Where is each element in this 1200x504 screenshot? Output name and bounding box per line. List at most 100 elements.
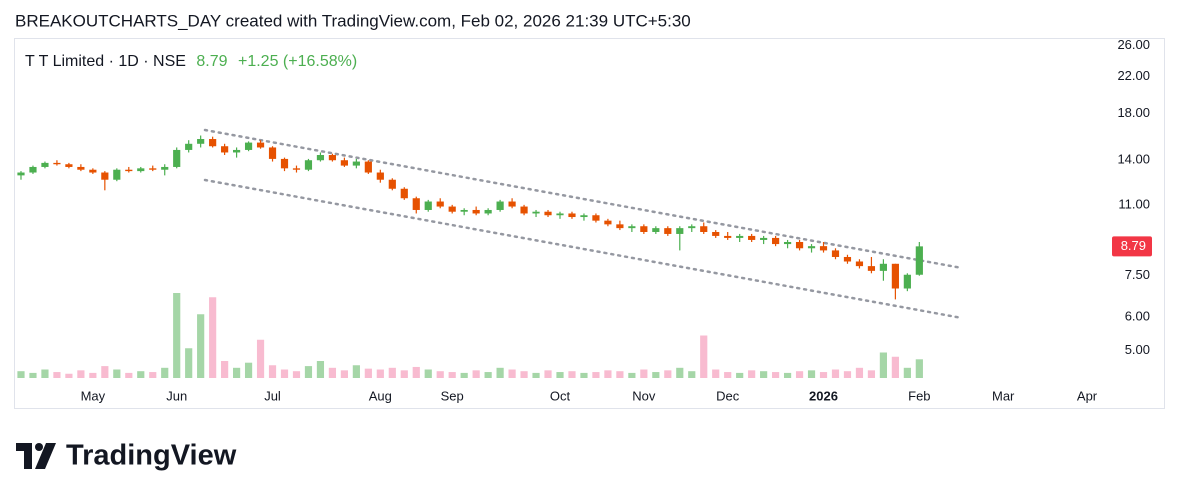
candle-body bbox=[400, 188, 408, 199]
candle-body bbox=[688, 226, 696, 229]
candle-body bbox=[496, 201, 504, 210]
candle-body bbox=[125, 169, 133, 172]
volume-bar bbox=[233, 367, 241, 378]
legend: T T Limited · 1D · NSE 8.79 +1.25 (+16.5… bbox=[25, 53, 357, 70]
y-tick-label: 18.00 bbox=[1117, 105, 1150, 120]
candle-body bbox=[280, 158, 289, 169]
volume-bar bbox=[783, 372, 792, 378]
candle-body bbox=[65, 164, 73, 167]
volume-bar bbox=[400, 370, 408, 378]
candle-body bbox=[915, 246, 923, 275]
volume-bar bbox=[855, 367, 864, 378]
candle-body bbox=[520, 206, 528, 214]
candle-body bbox=[89, 169, 97, 173]
volume-bar bbox=[712, 369, 720, 378]
brand-name: TradingView bbox=[66, 440, 237, 472]
volume-bar bbox=[221, 361, 229, 378]
volume-bar bbox=[304, 366, 313, 378]
candle-body bbox=[424, 201, 432, 210]
volume-bar bbox=[388, 367, 396, 378]
candle-body bbox=[903, 274, 911, 289]
candle-body bbox=[772, 237, 780, 245]
candle-body bbox=[304, 160, 313, 170]
candle-body bbox=[376, 172, 384, 180]
candle-body bbox=[831, 250, 840, 257]
volume-bar bbox=[101, 366, 109, 378]
candle-body bbox=[185, 143, 193, 150]
volume-bar bbox=[496, 367, 504, 378]
volume-bar bbox=[197, 314, 205, 378]
candle-body bbox=[436, 201, 444, 207]
candle-body bbox=[676, 228, 684, 234]
candle-body bbox=[472, 209, 480, 214]
candle-body bbox=[328, 155, 337, 161]
candle-body bbox=[724, 235, 732, 238]
candle-body bbox=[867, 266, 876, 271]
volume-bar bbox=[89, 372, 97, 378]
volume-bar bbox=[316, 361, 325, 378]
volume-bar bbox=[748, 370, 756, 378]
volume-bar bbox=[508, 369, 516, 378]
volume-bar bbox=[137, 371, 145, 378]
volume-bar bbox=[424, 369, 432, 378]
candle-body bbox=[292, 168, 301, 170]
volume-bar bbox=[268, 365, 277, 378]
y-tick-label: 22.00 bbox=[1117, 68, 1150, 83]
candle-body bbox=[352, 161, 360, 166]
candle-body bbox=[819, 246, 828, 251]
x-tick-label: Jun bbox=[166, 388, 187, 403]
candle-body bbox=[891, 263, 899, 289]
volume-bar bbox=[209, 297, 217, 378]
volume-bar bbox=[652, 372, 660, 378]
x-tick-label: Jul bbox=[264, 388, 281, 403]
x-tick-label: Apr bbox=[1077, 388, 1098, 403]
volume-bar bbox=[736, 372, 744, 378]
volume-bar bbox=[688, 371, 696, 378]
volume-bar bbox=[592, 372, 600, 378]
candle-body bbox=[256, 142, 265, 148]
x-tick-label: Feb bbox=[908, 388, 930, 403]
volume-bar bbox=[244, 362, 253, 378]
chart-frame bbox=[14, 38, 1165, 409]
volume-bar bbox=[915, 359, 923, 378]
candle-body bbox=[209, 139, 217, 147]
volume-bar bbox=[185, 348, 193, 378]
candle-body bbox=[113, 169, 121, 180]
brand-logo: TradingView bbox=[16, 440, 237, 472]
candle-body bbox=[41, 162, 49, 167]
volume-bar bbox=[604, 370, 612, 378]
candle-body bbox=[544, 211, 552, 216]
volume-bar bbox=[891, 356, 899, 378]
volume-bar bbox=[364, 368, 372, 378]
volume-bar bbox=[412, 366, 420, 378]
volume-bar bbox=[700, 335, 708, 378]
y-tick-label: 7.50 bbox=[1125, 267, 1150, 282]
plot: 26.00 22.00 18.00 14.00 11.00 7.50 6.00 5.00 May… bbox=[17, 37, 1152, 403]
volume-bar bbox=[77, 370, 85, 378]
candle-body bbox=[388, 179, 396, 189]
candle-body bbox=[616, 224, 624, 229]
volume-bar bbox=[664, 370, 672, 378]
candle-body bbox=[700, 226, 708, 232]
volume-bar bbox=[472, 370, 480, 378]
legend-change: +1.25 (+16.58%) bbox=[238, 53, 357, 70]
volume-bar bbox=[568, 371, 576, 378]
volume-bar bbox=[376, 369, 384, 378]
caption: BREAKOUTCHARTS_DAY created with TradingV… bbox=[15, 11, 691, 30]
volume-bar bbox=[448, 372, 456, 378]
candle-body bbox=[807, 246, 816, 249]
volume-bar bbox=[795, 371, 804, 378]
volume-bar bbox=[724, 372, 732, 378]
volume-bar bbox=[843, 371, 852, 378]
candle-body bbox=[137, 168, 145, 172]
x-tick-label: 2026 bbox=[809, 388, 838, 403]
x-tick-label: Mar bbox=[992, 388, 1015, 403]
candle-body bbox=[364, 161, 372, 173]
volume-bar bbox=[460, 372, 468, 378]
candle-body bbox=[532, 211, 540, 214]
candle-body bbox=[652, 228, 660, 232]
candle-body bbox=[628, 226, 636, 229]
y-tick-label: 14.00 bbox=[1117, 152, 1150, 167]
volume-bar bbox=[616, 371, 624, 378]
volume-bar bbox=[867, 370, 876, 378]
